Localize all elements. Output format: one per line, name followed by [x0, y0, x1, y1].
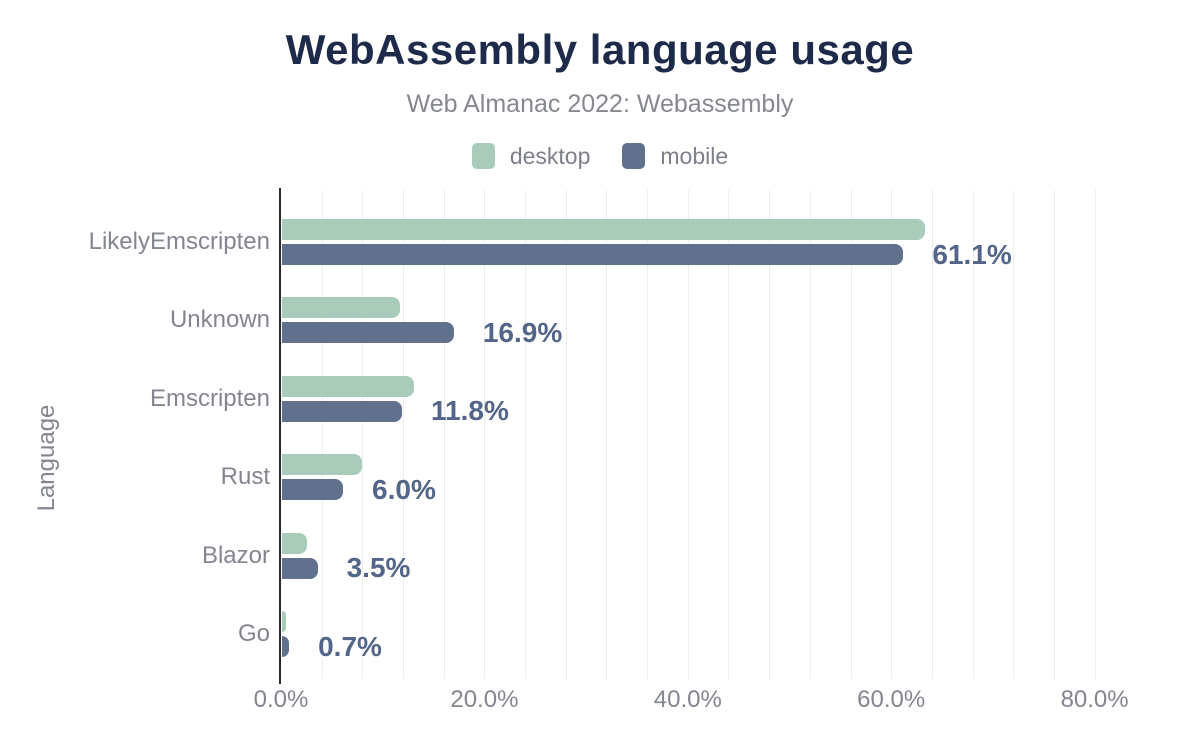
- bar-mobile-unknown[interactable]: [282, 322, 454, 344]
- gridline: [606, 190, 608, 679]
- data-label-blazor: 3.5%: [346, 552, 411, 584]
- gridline: [687, 190, 689, 679]
- data-label-likelyemscripten: 61.1%: [932, 238, 1012, 270]
- x-tick-label-0: 0.0%: [253, 686, 309, 713]
- plot-area: 61.1% 16.9% 11.8% 6.0% 3.5% 0.7%: [281, 190, 1097, 679]
- legend: desktop mobile: [0, 141, 1200, 171]
- gridline: [1094, 190, 1096, 679]
- bar-mobile-blazor[interactable]: [282, 557, 318, 579]
- legend-label-desktop: desktop: [509, 142, 591, 169]
- gridline: [1053, 190, 1055, 679]
- gridline: [647, 190, 649, 679]
- bar-desktop-rust[interactable]: [282, 454, 363, 476]
- category-label-unknown: Unknown: [169, 306, 270, 334]
- chart-subtitle: Web Almanac 2022: Webassembly: [406, 90, 794, 118]
- gridline: [403, 190, 405, 679]
- legend-item-desktop: desktop: [471, 142, 591, 170]
- y-axis-line: [279, 188, 281, 684]
- gridline: [728, 190, 730, 679]
- bar-mobile-rust[interactable]: [282, 479, 344, 501]
- chart-title: WebAssembly language usage: [285, 26, 915, 73]
- gridline: [972, 190, 974, 679]
- gridline: [809, 190, 811, 679]
- legend-label-mobile: mobile: [660, 142, 729, 169]
- bar-desktop-go[interactable]: [282, 611, 287, 632]
- x-tick-label-60: 60.0%: [857, 686, 926, 713]
- bar-mobile-go[interactable]: [282, 636, 290, 657]
- data-label-go: 0.7%: [318, 630, 382, 662]
- gridline: [931, 190, 933, 679]
- gridline: [850, 190, 852, 679]
- category-label-likelyemscripten: LikelyEmscripten: [88, 228, 270, 255]
- data-label-rust: 6.0%: [372, 473, 436, 505]
- data-label-unknown: 16.9%: [482, 316, 563, 348]
- x-tick-label-80: 80.0%: [1060, 686, 1129, 713]
- bar-desktop-unknown[interactable]: [282, 297, 400, 319]
- gridline: [321, 190, 323, 679]
- bar-desktop-likelyemscripten[interactable]: [282, 219, 925, 240]
- category-label-blazor: Blazor: [201, 541, 270, 569]
- bar-desktop-emscripten[interactable]: [282, 375, 415, 397]
- gridline: [525, 190, 527, 679]
- x-tick-label-40: 40.0%: [653, 686, 722, 713]
- mobile-swatch-icon: [622, 143, 646, 169]
- desktop-swatch-icon: [471, 143, 495, 169]
- gridline: [891, 190, 893, 679]
- legend-item-mobile: mobile: [622, 143, 728, 170]
- y-axis-title: Language: [33, 404, 60, 512]
- category-label-emscripten: Emscripten: [149, 384, 270, 412]
- bar-desktop-blazor[interactable]: [282, 532, 308, 554]
- data-label-emscripten: 11.8%: [431, 395, 509, 427]
- gridline: [443, 190, 445, 679]
- gridline: [484, 190, 486, 679]
- gridline: [565, 190, 567, 679]
- category-label-go: Go: [237, 620, 270, 647]
- x-tick-label-20: 20.0%: [450, 686, 519, 713]
- gridline: [769, 190, 771, 679]
- category-label-rust: Rust: [220, 463, 270, 491]
- bar-mobile-likelyemscripten[interactable]: [282, 244, 904, 265]
- bar-mobile-emscripten[interactable]: [282, 400, 402, 422]
- gridline: [1013, 190, 1015, 679]
- gridline: [362, 190, 364, 679]
